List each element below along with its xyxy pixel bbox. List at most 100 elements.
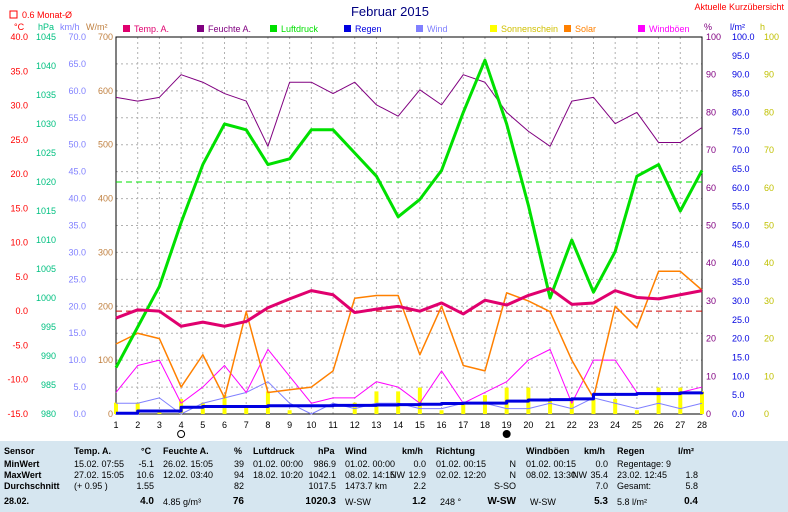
row-label-max: MaxWert [4, 470, 42, 480]
rain-axis-tick: 35.0 [732, 277, 750, 287]
day-axis-tick: 17 [458, 420, 468, 430]
pressure-unit: hPa [318, 446, 335, 456]
wind-axis-tick: 25.0 [68, 274, 86, 284]
wind-axis-tick: 65.0 [68, 59, 86, 69]
humidity-axis-tick: 20 [706, 334, 716, 344]
sunshine-bar [482, 395, 487, 414]
day-axis-tick: 9 [287, 420, 292, 430]
sunshine-bar [417, 387, 422, 414]
sunshine-bar [265, 391, 270, 414]
humidity-min-value: 39 [233, 459, 244, 469]
rain-month-note: 5.8 l/m² [617, 497, 648, 507]
rain-line [116, 391, 704, 415]
day-axis-tick: 26 [654, 420, 664, 430]
temp-header: Temp. A. [74, 446, 112, 456]
humidity-abs-note: 4.85 g/m³ [163, 497, 202, 507]
temp-min-value: -5.1 [138, 459, 154, 469]
chart-background [0, 0, 788, 441]
pressure-max-value: 1042.1 [308, 470, 336, 480]
legend-swatch [344, 25, 351, 32]
gust-max-time: 08.02. 13:30 [526, 470, 577, 480]
gust-min-time: 01.02. 00:15 [526, 459, 577, 469]
direction-max-time: 02.02. 12:20 [436, 470, 487, 480]
day-axis-tick: 24 [610, 420, 620, 430]
temp-max-value: 10.6 [136, 470, 154, 480]
day-axis-tick: 18 [480, 420, 490, 430]
wind-max-value: 12.9 [408, 470, 426, 480]
day-axis-tick: 10 [306, 420, 316, 430]
sun-axis-tick: 100 [764, 32, 779, 42]
temp-min-time: 15.02. 07:55 [74, 459, 125, 469]
sun-axis-tick: 30 [764, 296, 774, 306]
series-lines [114, 58, 704, 415]
humidity-axis-tick: 40 [706, 258, 716, 268]
humidity-axis-tick: 60 [706, 183, 716, 193]
sunshine-bar [634, 410, 639, 414]
pressure-min-value: 986.9 [313, 459, 336, 469]
new-moon-icon [502, 430, 511, 438]
pressure-axis-tick: 1030 [36, 119, 56, 129]
sun-axis-tick: 0 [764, 409, 769, 419]
legend-label: Solar [575, 24, 596, 34]
wind-unit: km/h [402, 446, 424, 456]
weather-chart: 40.035.030.025.020.015.010.05.00.0-5.0-1… [0, 0, 788, 441]
rain-max-value: 1.8 [685, 470, 698, 480]
rain-axis-tick: 20.0 [732, 334, 750, 344]
legend-swatch [638, 25, 645, 32]
temperature-line [115, 287, 703, 328]
sunshine-bar [374, 391, 379, 414]
solar-axis-tick: 500 [98, 140, 113, 150]
temp-unit: °C [141, 446, 152, 456]
rain-axis-tick: 95.0 [732, 51, 750, 61]
wind-max-direction: NW [390, 470, 405, 480]
gust-max-direction: NW [572, 470, 587, 480]
sun-axis-tick: 40 [764, 258, 774, 268]
temp-avg-value: 1.55 [136, 481, 154, 491]
day-axis-tick: 7 [244, 420, 249, 430]
gust-current-direction: W-SW [530, 497, 556, 507]
solar-axis-tick: 0 [108, 409, 113, 419]
humidity-axis-tick: 90 [706, 70, 716, 80]
sunshine-bar [461, 402, 466, 414]
pressure-current-value: 1020.3 [305, 496, 336, 507]
direction-max-value: N [509, 470, 517, 480]
pressure-axis-tick: 1025 [36, 148, 56, 158]
humidity-current-value: 76 [232, 496, 244, 507]
sunshine-bar [244, 406, 249, 414]
sunshine-bar [613, 398, 618, 414]
solar-axis-tick: 300 [98, 247, 113, 257]
wm2-unit-label: W/m² [86, 22, 108, 32]
legend-swatch [270, 25, 277, 32]
day-axis-tick: 22 [567, 420, 577, 430]
day-axis-tick: 2 [135, 420, 140, 430]
wind-distance: 1473.7 km [345, 481, 388, 491]
temp-axis-tick: -5.0 [12, 340, 28, 350]
wind-axis-tick: 5.0 [73, 382, 86, 392]
rain-total-label: Gesamt: [617, 481, 652, 491]
wind-min-time: 01.02. 00:00 [345, 459, 396, 469]
sun-axis-tick: 10 [764, 371, 774, 381]
day-axis-tick: 28 [697, 420, 707, 430]
temp-axis-tick: 10.0 [10, 238, 28, 248]
full-moon-icon [177, 430, 186, 438]
wind-axis-tick: 0.0 [73, 409, 86, 419]
direction-min-value: N [509, 459, 517, 469]
sunshine-bar [591, 398, 596, 414]
legend-swatch [490, 25, 497, 32]
legend-label: Windböen [649, 24, 690, 34]
direction-current-value: W-SW [487, 496, 516, 507]
temp-unit-label: °C [14, 22, 25, 32]
wind-axis-tick: 30.0 [68, 247, 86, 257]
temp-axis-tick: 20.0 [10, 169, 28, 179]
humidity-axis-tick: 50 [706, 221, 716, 231]
pressure-max-time: 18.02. 10:20 [253, 470, 304, 480]
legend-label: Luftdruck [281, 24, 319, 34]
temp-avg-note: (+ 0.95 ) [74, 481, 108, 491]
rain-axis-tick: 45.0 [732, 239, 750, 249]
pressure-axis-tick: 1000 [36, 293, 56, 303]
gust-current-value: 5.3 [594, 496, 608, 507]
pct-unit-label: % [704, 22, 712, 32]
day-axis-tick: 25 [632, 420, 642, 430]
day-axis-tick: 11 [328, 420, 337, 430]
day-axis-tick: 14 [393, 420, 403, 430]
